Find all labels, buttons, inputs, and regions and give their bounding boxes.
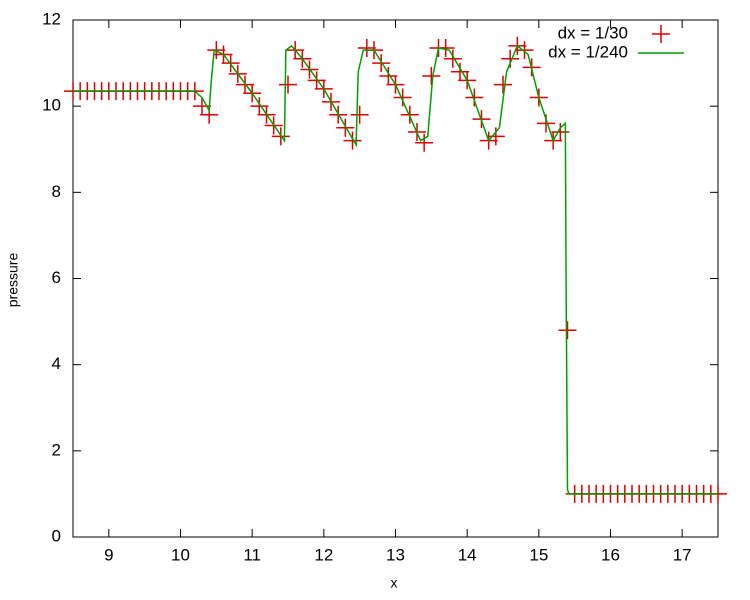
x-tick-label: 17 — [673, 545, 692, 564]
data-point — [465, 88, 484, 107]
x-tick-label: 15 — [529, 545, 548, 564]
x-tick-label: 12 — [314, 545, 333, 564]
data-point — [415, 133, 434, 152]
data-point — [515, 41, 534, 60]
data-line — [73, 44, 718, 495]
y-axis-label: pressure — [5, 253, 21, 308]
data-point — [400, 105, 419, 124]
data-point — [343, 131, 362, 150]
y-tick-label: 0 — [52, 526, 61, 545]
legend-swatch — [652, 25, 670, 43]
data-point — [393, 88, 412, 107]
data-point — [558, 321, 577, 340]
x-tick-label: 16 — [601, 545, 620, 564]
legend-label: dx = 1/30 — [558, 23, 628, 42]
data-point — [494, 75, 512, 94]
data-point — [193, 97, 211, 116]
y-tick-label: 6 — [52, 268, 61, 287]
data-point — [279, 75, 297, 94]
data-point — [501, 49, 520, 68]
data-point — [379, 67, 398, 86]
data-point — [207, 41, 226, 60]
y-tick-label: 2 — [52, 440, 61, 459]
data-point — [451, 62, 469, 81]
x-tick-label: 14 — [458, 545, 477, 564]
y-tick-label: 8 — [52, 182, 61, 201]
data-point — [372, 54, 391, 73]
data-point — [307, 71, 326, 90]
data-point — [250, 97, 269, 116]
x-tick-label: 10 — [171, 545, 190, 564]
y-tick-label: 10 — [42, 96, 61, 115]
x-tick-label: 9 — [104, 545, 113, 564]
data-point — [551, 123, 570, 142]
data-point — [357, 39, 376, 58]
y-tick-label: 4 — [52, 354, 61, 373]
x-axis-label: x — [391, 575, 398, 591]
x-tick-label: 13 — [386, 545, 405, 564]
data-point — [486, 127, 505, 146]
legend-label: dx = 1/240 — [548, 42, 628, 61]
y-tick-label: 12 — [42, 9, 61, 28]
data-point — [443, 49, 462, 68]
x-tick-label: 11 — [243, 545, 261, 564]
data-point — [350, 105, 369, 124]
data-point — [422, 67, 441, 86]
